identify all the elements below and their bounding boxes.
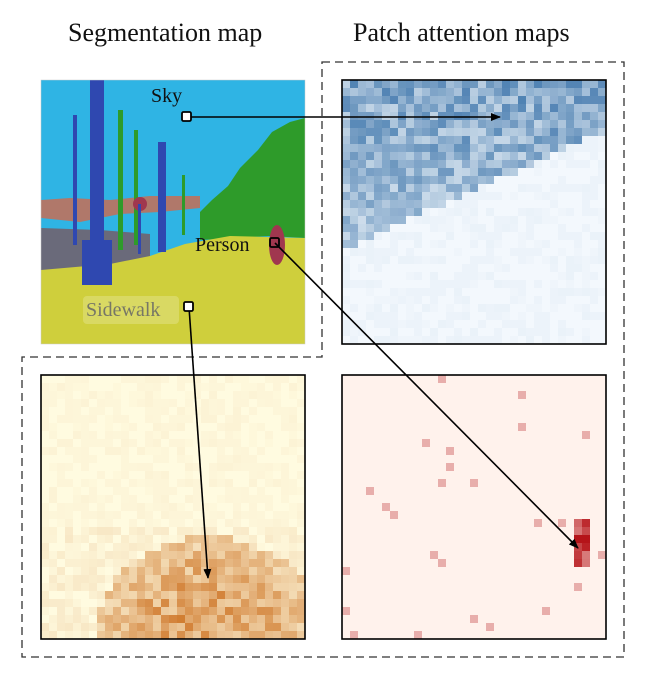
sidewalk-label: Sidewalk bbox=[86, 299, 160, 321]
sidewalk-arrow bbox=[188, 306, 212, 579]
person-arrow bbox=[274, 242, 579, 549]
person-attention-map bbox=[341, 374, 607, 640]
sky-query-point bbox=[181, 111, 192, 122]
segmentation-map-title: Segmentation map bbox=[68, 18, 263, 47]
person-label: Person bbox=[195, 234, 249, 256]
segmentation-map-border bbox=[40, 79, 306, 345]
sky-attention-map bbox=[341, 79, 607, 345]
sidewalk-attention-map bbox=[40, 374, 306, 640]
sky-label: Sky bbox=[151, 85, 182, 107]
patch-attention-maps-title: Patch attention maps bbox=[353, 18, 570, 47]
sidewalk-query-point bbox=[183, 301, 194, 312]
dashed-group-outline bbox=[21, 61, 625, 658]
person-query-point bbox=[269, 237, 280, 248]
sidewalk-label-box bbox=[83, 296, 179, 324]
